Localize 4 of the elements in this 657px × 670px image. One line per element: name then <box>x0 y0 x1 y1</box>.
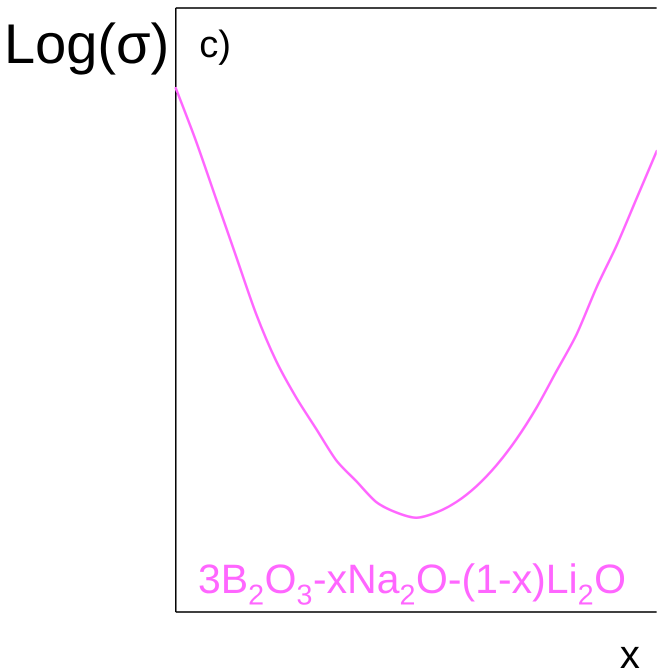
x-axis-title: x <box>620 646 640 668</box>
chart-title: c) <box>201 29 229 65</box>
text: 3B$_{2}$O$_{3}$-xNa$_{2}$O-(1-x)Li$_{2}$O <box>200 563 624 605</box>
y-axis-title: Log(σ) <box>8 22 166 75</box>
